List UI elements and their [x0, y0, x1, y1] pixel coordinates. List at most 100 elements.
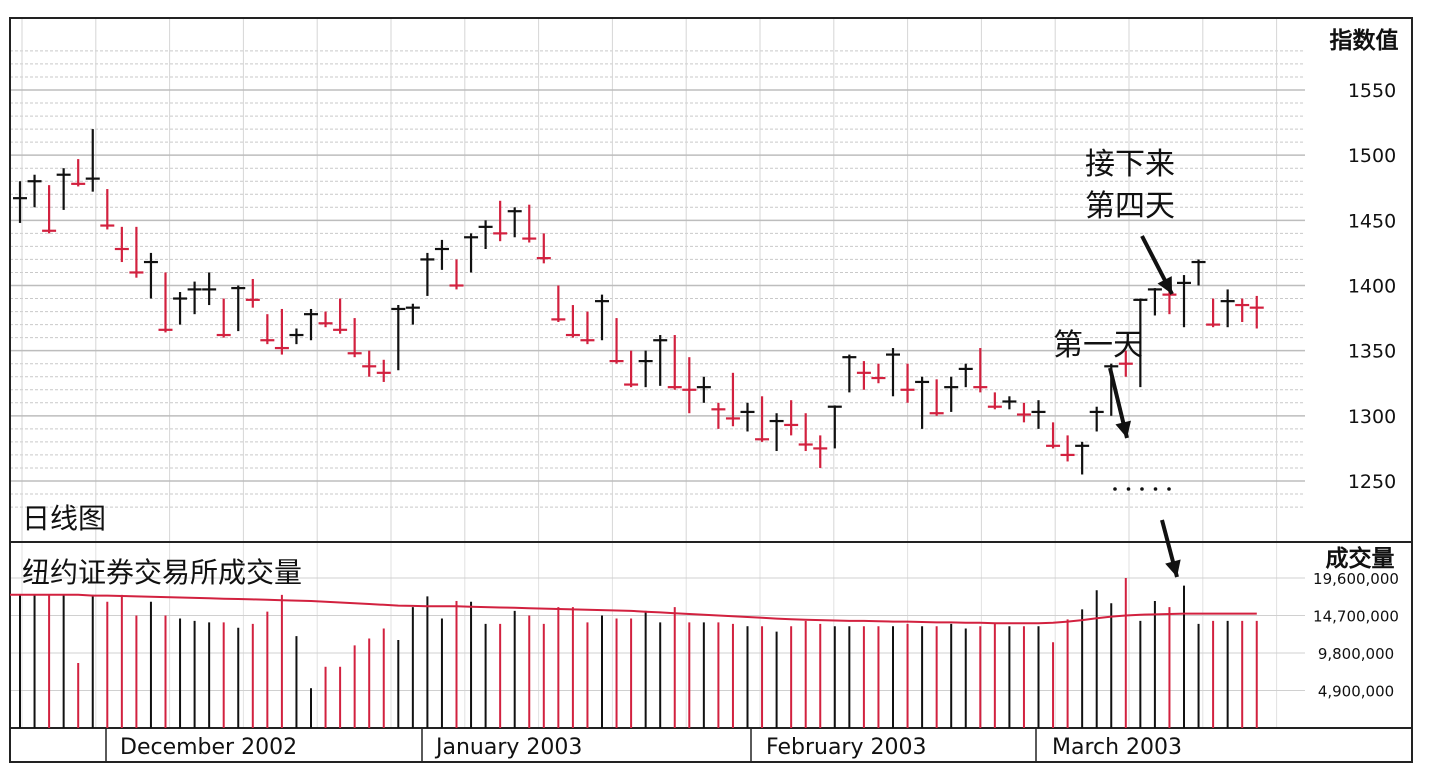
ohlc-bar: [871, 363, 886, 384]
ohlc-bar: [565, 305, 580, 338]
annotation-arrows: [1108, 235, 1181, 578]
ohlc-bar: [405, 303, 420, 325]
ohlc-bar: [886, 348, 900, 397]
ohlc-bar: [464, 233, 479, 273]
ohlc-bar: [1118, 350, 1133, 377]
month-label-feb: February 2003: [766, 735, 926, 760]
ohlc-bar: [1235, 298, 1250, 322]
month-label-dec: December 2002: [120, 735, 297, 760]
annotation-day-four-line2: 第四天: [1085, 189, 1175, 224]
ohlc-bar: [1089, 406, 1104, 432]
ohlc-bar: [304, 308, 318, 341]
chart-frame: [9, 17, 1413, 763]
ohlc-bar: [595, 294, 609, 341]
ohlc-bar: [1016, 402, 1031, 423]
annotation-day-one: 第一天: [1053, 328, 1143, 363]
ohlc-bar: [682, 357, 697, 414]
y-tick-label: 1350: [1348, 341, 1396, 363]
ohlc-bar: [667, 335, 682, 390]
ohlc-bar: [842, 354, 857, 393]
ohlc-bar: [696, 376, 711, 403]
ohlc-bar: [1191, 259, 1206, 286]
ohlc-bar: [638, 350, 653, 388]
ohlc-bar: [318, 311, 333, 328]
support-dot: [1113, 487, 1117, 491]
volume-title: 纽约证券交易所成交量: [22, 556, 302, 589]
ohlc-bar: [987, 392, 1002, 410]
volume-tick-label: 19,600,000: [1313, 570, 1399, 588]
ohlc-bar: [231, 285, 246, 332]
ohlc-bar: [376, 359, 391, 382]
ohlc-bar: [245, 278, 260, 308]
ohlc-bar: [1147, 288, 1162, 316]
support-dot: [1126, 487, 1131, 491]
volume-bars: [10, 578, 1258, 728]
support-dot: [1140, 487, 1144, 491]
ohlc-bar: [958, 363, 973, 388]
y-tick-label: 1300: [1348, 406, 1396, 428]
y-tick-label: 1500: [1348, 145, 1396, 167]
month-label-jan: January 2003: [434, 735, 582, 760]
ohlc-bar: [362, 350, 377, 377]
ohlc-bar: [551, 285, 566, 322]
ohlc-bar: [27, 174, 42, 208]
volume-tick-label: 14,700,000: [1313, 608, 1399, 626]
ohlc-bar: [944, 376, 959, 412]
ohlc-bar: [1249, 295, 1264, 329]
ohlc-bar: [13, 181, 27, 223]
ohlc-bar: [798, 413, 813, 452]
y-ticks: 1250 1300 1350 1400 1450 1500 1550 4,900,000 9,8…: [1313, 80, 1399, 701]
ohlc-bar: [1031, 400, 1046, 429]
ohlc-bar: [784, 400, 799, 436]
support-dot: [1167, 487, 1171, 491]
price-bars: [13, 129, 1264, 475]
y-tick-label: 1550: [1348, 80, 1396, 102]
annotation-day-four-line1: 接下来: [1085, 147, 1175, 182]
ohlc-bar: [1133, 298, 1148, 388]
grid: [10, 18, 1305, 728]
y-tick-label: 1400: [1348, 276, 1396, 298]
ohlc-bar: [173, 292, 188, 325]
volume-axis-title: 成交量: [1326, 545, 1395, 572]
ohlc-bar: [434, 239, 449, 270]
ohlc-bar: [1060, 435, 1075, 462]
ohlc-bar: [493, 200, 508, 242]
ohlc-bar: [85, 129, 100, 192]
ohlc-bar: [478, 220, 493, 250]
ohlc-bar: [129, 226, 144, 278]
ohlc-bar: [202, 272, 217, 306]
ohlc-bar: [289, 328, 304, 345]
ohlc-bar: [71, 159, 86, 187]
ohlc-bar: [1046, 422, 1061, 449]
y-tick-label: 1250: [1348, 471, 1396, 493]
volume-moving-average: [10, 593, 1257, 625]
ohlc-bar: [1002, 396, 1017, 410]
ohlc-bar: [333, 298, 348, 334]
arrow-day-four-head: [1157, 276, 1172, 294]
ohlc-bar: [1220, 289, 1235, 328]
ohlc-bar: [187, 281, 202, 315]
ohlc-bar: [507, 207, 522, 238]
ohlc-bar: [929, 379, 944, 416]
ohlc-bar: [522, 204, 537, 243]
ohlc-bar: [56, 168, 71, 210]
ohlc-bar: [725, 372, 740, 427]
ohlc-bar: [755, 396, 770, 442]
ohlc-bar: [580, 311, 595, 345]
y-axis-title: 指数值: [1330, 27, 1399, 54]
ohlc-bar: [114, 226, 129, 263]
volume-tick-label: 9,800,000: [1318, 645, 1394, 663]
ohlc-bar: [391, 305, 406, 371]
ohlc-bar: [347, 318, 362, 358]
ohlc-bar: [536, 233, 551, 264]
arrow-day-one-head: [1115, 420, 1131, 438]
ohlc-bar: [769, 413, 784, 452]
axis-labels: 指数值 日线图 纽约证券交易所成交量 成交量 December 2002 Jan…: [22, 27, 1399, 760]
ohlc-bar: [1177, 275, 1191, 328]
ohlc-bar: [420, 252, 435, 296]
ohlc-bar: [1206, 298, 1221, 328]
ohlc-bar: [915, 376, 930, 429]
ohlc-bar: [653, 335, 668, 386]
panel-label: 日线图: [22, 502, 106, 535]
